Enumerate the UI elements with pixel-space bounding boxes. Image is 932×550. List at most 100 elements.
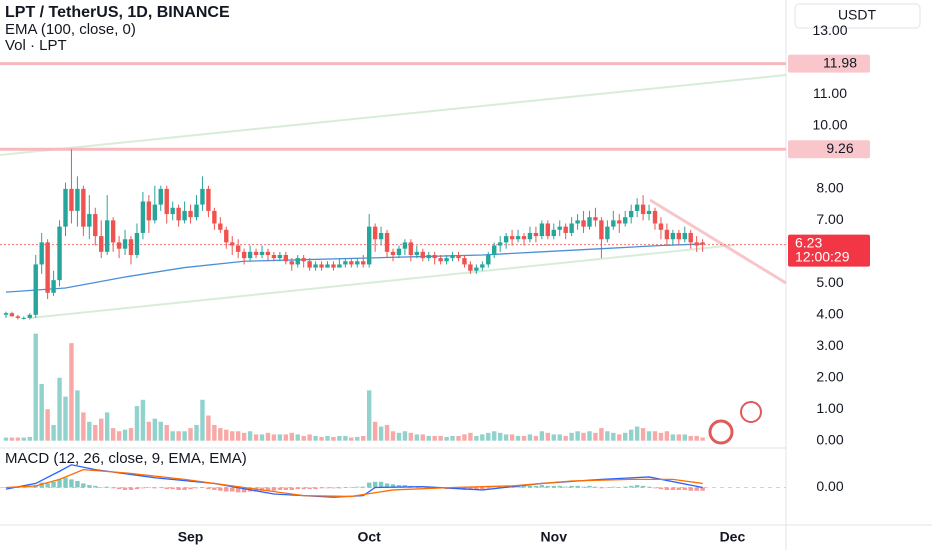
icon[interactable]	[708, 419, 734, 445]
candle-body	[515, 236, 521, 240]
volume-bar	[116, 431, 122, 441]
volume-bar	[289, 432, 294, 441]
candle-body	[271, 254, 277, 259]
volume-bar	[402, 431, 408, 441]
candle-body	[176, 207, 181, 221]
candle-body	[670, 232, 676, 240]
volume-bar	[617, 434, 622, 441]
candle-body	[170, 207, 175, 215]
volume-bar	[361, 435, 366, 441]
macd-histogram-bar	[337, 487, 342, 489]
macd-histogram-bar	[99, 487, 104, 488]
macd-histogram-bar	[152, 487, 158, 489]
volume-bar	[521, 435, 527, 441]
volume-bar	[480, 434, 485, 441]
macd-histogram-bar	[51, 481, 56, 488]
macd-histogram-bar	[497, 486, 503, 488]
macd-histogram-bar	[569, 485, 574, 488]
macd-histogram-bar	[652, 487, 658, 489]
x-tick-label: Oct	[358, 529, 382, 545]
volume-bar	[509, 434, 515, 441]
macd-histogram-bar	[634, 485, 640, 488]
currency-button[interactable]	[794, 3, 921, 29]
volume-bar	[33, 333, 38, 441]
volume-bar	[658, 432, 664, 441]
candle-body	[134, 232, 140, 255]
macd-histogram-bar	[605, 487, 610, 488]
macd-histogram-bar	[3, 487, 9, 488]
macd-histogram-bar	[265, 487, 271, 491]
macd-histogram-bar	[69, 479, 74, 488]
macd-histogram-bar	[361, 486, 366, 488]
macd-histogram-bar	[611, 486, 616, 488]
candle-body	[646, 210, 652, 215]
x-tick-label: Dec	[720, 529, 746, 545]
icon[interactable]	[740, 401, 762, 423]
candle-body	[438, 258, 443, 262]
candle-body	[575, 220, 580, 224]
volume-bar	[456, 435, 461, 441]
volume-bar	[474, 435, 479, 441]
volume-bar	[188, 428, 193, 441]
macd-histogram-bar	[545, 485, 551, 488]
macd-histogram-bar	[599, 487, 604, 489]
candle-body	[623, 217, 628, 224]
last-price-box	[788, 234, 870, 267]
volume-bar	[176, 431, 181, 441]
candle-body	[277, 254, 283, 259]
macd-histogram-bar	[271, 487, 277, 491]
candle-body	[224, 229, 229, 243]
candle-body	[628, 210, 634, 218]
macd-histogram-bar	[331, 487, 336, 489]
volume-bar	[218, 428, 223, 441]
candle-body	[605, 226, 610, 240]
volume-bar	[545, 432, 551, 441]
macd-histogram-bar	[277, 487, 283, 490]
volume-bar	[283, 434, 289, 441]
volume-bar	[337, 435, 342, 441]
candle-body	[319, 264, 324, 268]
macd-histogram-bar	[349, 487, 354, 488]
macd-histogram-bar	[212, 487, 217, 490]
macd-histogram-bar	[39, 482, 44, 488]
candle-body	[15, 316, 21, 318]
volume-bar	[569, 432, 574, 441]
candle-body	[27, 314, 32, 318]
volume-bar	[503, 434, 509, 441]
macd-histogram-bar	[188, 487, 193, 490]
candle-body	[259, 251, 265, 255]
candle-body	[581, 220, 586, 227]
candle-body	[563, 226, 568, 233]
candle-body	[158, 188, 163, 205]
candle-body	[480, 264, 485, 268]
currency-label[interactable]: USDT	[838, 7, 877, 23]
volume-bar	[158, 421, 163, 441]
volume-bar	[99, 418, 104, 441]
volume-bar	[486, 432, 491, 441]
macd-histogram-bar	[134, 487, 140, 490]
macd-histogram-bar	[241, 487, 247, 493]
macd-histogram-bar	[474, 487, 479, 490]
volume-bar	[206, 415, 211, 441]
candle-body	[545, 223, 551, 237]
macd-histogram-bar	[640, 485, 646, 488]
candle-body	[200, 188, 205, 205]
macd-histogram-bar	[301, 487, 306, 490]
macd-histogram-bar	[15, 487, 21, 488]
candle-body	[9, 313, 15, 317]
volume-bar	[384, 424, 390, 441]
macd-histogram-bar	[670, 487, 676, 490]
candle-body	[652, 210, 658, 224]
candle-body	[366, 226, 372, 265]
volume-bar	[563, 435, 568, 441]
candle-body	[611, 220, 616, 227]
candle-body	[557, 226, 562, 230]
volume-bar	[21, 437, 27, 441]
macd-histogram-bar	[140, 487, 146, 489]
candle-body	[247, 251, 253, 259]
macd-histogram-bar	[110, 487, 116, 489]
trend-line	[649, 198, 787, 285]
candle-body	[396, 248, 402, 255]
candle-body	[116, 242, 122, 249]
volume-bar	[319, 436, 324, 441]
